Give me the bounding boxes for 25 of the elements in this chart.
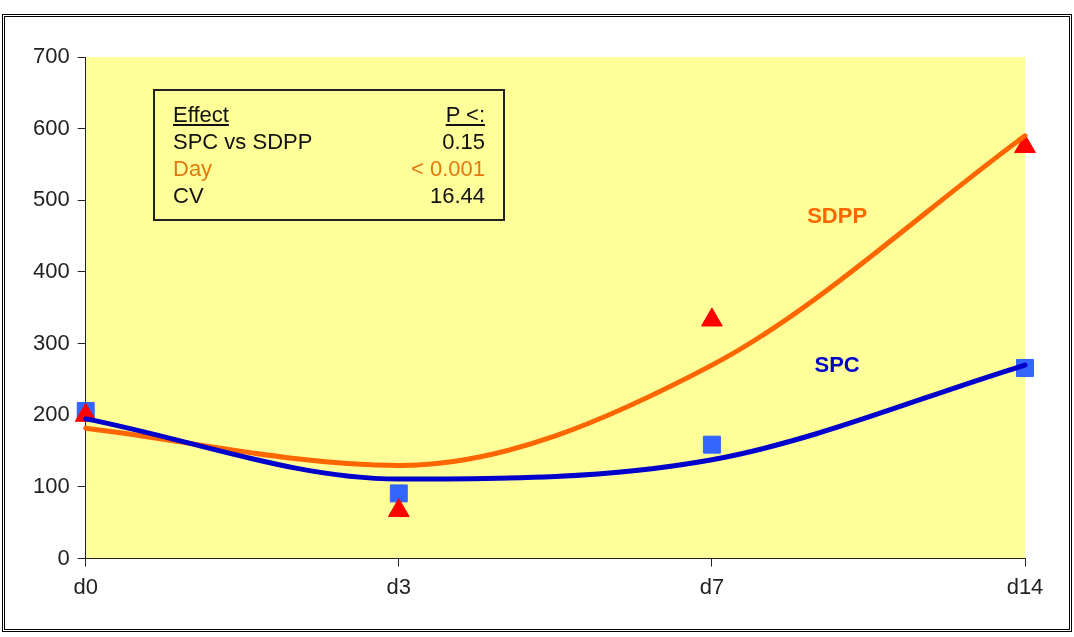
annotation: 16.44: [428, 182, 485, 209]
x-tick-label: d14: [1006, 573, 1044, 599]
y-tick-label: 0: [57, 544, 70, 570]
annotation: Effect: [173, 101, 230, 128]
y-tick-label: 500: [32, 186, 70, 212]
series-label: SDPP: [807, 203, 868, 229]
point: [701, 307, 723, 327]
y-tick-label: 400: [32, 258, 70, 284]
annotation: Day: [173, 155, 214, 182]
annotation: 0.15: [441, 128, 485, 155]
annotation: SPC vs SDPP: [173, 128, 314, 155]
x-tick-label: d7: [699, 573, 725, 599]
point: [702, 435, 721, 454]
point: [389, 484, 408, 503]
y-tick-label: 700: [32, 43, 70, 69]
y-tick-label: 300: [32, 329, 70, 355]
annotation: < 0.001: [410, 155, 485, 182]
y-tick-label: 600: [32, 114, 70, 140]
y-tick-label: 200: [32, 401, 70, 427]
annotation: P <:: [444, 101, 485, 128]
x-tick-label: d3: [386, 573, 412, 599]
y-tick-label: 100: [32, 473, 70, 499]
series-label: SPC: [814, 351, 860, 377]
x-tick-label: d0: [73, 573, 98, 599]
annotation: CV: [173, 182, 205, 209]
